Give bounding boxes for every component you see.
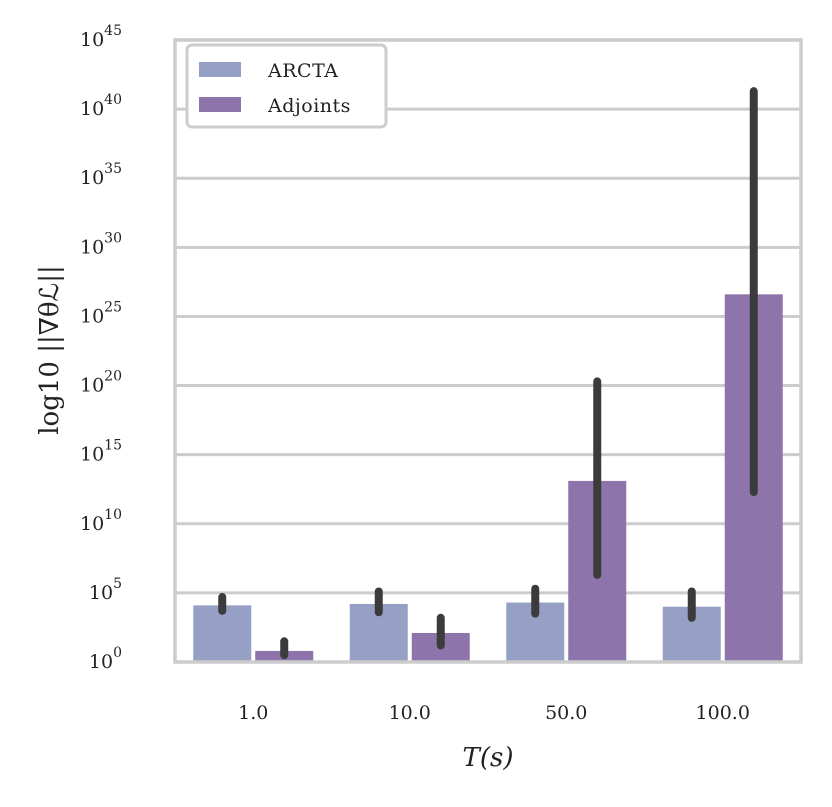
y-tick-exponent: 15 bbox=[104, 438, 122, 454]
x-tick-label: 10.0 bbox=[389, 702, 431, 724]
y-axis-label: log10 ||∇θℒ|| bbox=[35, 265, 65, 435]
y-tick-base: 10 bbox=[80, 305, 104, 327]
y-tick-base: 10 bbox=[80, 167, 104, 189]
y-tick-exponent: 5 bbox=[113, 576, 122, 592]
error-bars bbox=[218, 87, 758, 660]
x-tick-label: 50.0 bbox=[545, 702, 587, 724]
y-tick-base: 10 bbox=[89, 651, 113, 673]
legend-label-adjoints: Adjoints bbox=[267, 95, 351, 117]
y-tick-exponent: 45 bbox=[104, 23, 122, 39]
y-tick-label: 1025 bbox=[80, 299, 122, 327]
y-tick-base: 10 bbox=[80, 375, 104, 397]
y-tick-exponent: 10 bbox=[104, 507, 122, 523]
y-tick-label: 100 bbox=[89, 645, 122, 673]
y-tick-label: 1040 bbox=[80, 92, 122, 120]
y-tick-exponent: 25 bbox=[104, 299, 122, 315]
y-tick-label: 1020 bbox=[80, 369, 122, 397]
y-tick-label: 1035 bbox=[80, 161, 122, 189]
legend-swatch-arcta bbox=[199, 62, 241, 77]
y-tick-base: 10 bbox=[80, 513, 104, 535]
y-tick-label: 1045 bbox=[80, 23, 122, 51]
y-tick-label: 1010 bbox=[80, 507, 122, 535]
y-tick-exponent: 30 bbox=[104, 230, 122, 246]
x-axis-label: T(s) bbox=[463, 743, 514, 773]
y-tick-label: 105 bbox=[89, 576, 122, 604]
y-tick-base: 10 bbox=[80, 29, 104, 51]
y-tick-exponent: 35 bbox=[104, 161, 122, 177]
y-tick-exponent: 0 bbox=[113, 645, 122, 661]
legend-label-arcta: ARCTA bbox=[267, 60, 338, 82]
x-tick-label: 100.0 bbox=[696, 702, 750, 724]
y-tick-base: 10 bbox=[89, 582, 113, 604]
y-tick-label: 1015 bbox=[80, 438, 122, 466]
y-tick-base: 10 bbox=[80, 444, 104, 466]
x-tick-label: 1.0 bbox=[238, 702, 268, 724]
legend-swatch-adjoints bbox=[199, 97, 241, 112]
y-tick-exponent: 20 bbox=[104, 369, 122, 385]
plot-frame bbox=[173, 38, 803, 664]
x-tick-labels: 1.0 10.0 50.0 100.0 bbox=[238, 702, 750, 724]
legend: ARCTA Adjoints bbox=[185, 43, 388, 129]
y-tick-base: 10 bbox=[80, 236, 104, 258]
y-tick-label: 1030 bbox=[80, 230, 122, 258]
y-tick-base: 10 bbox=[80, 98, 104, 120]
y-tick-exponent: 40 bbox=[104, 92, 122, 108]
